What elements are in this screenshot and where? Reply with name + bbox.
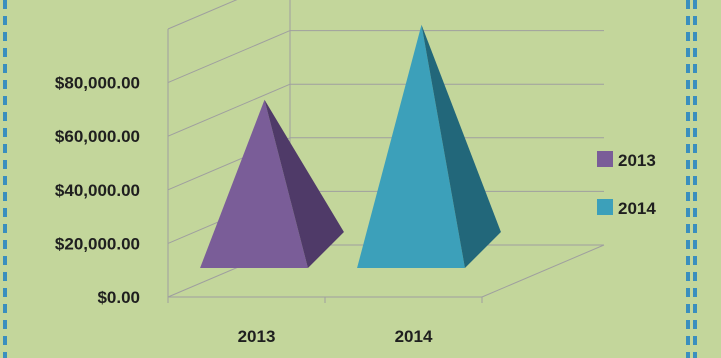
y-tick-label: $40,000.00 [55,181,140,200]
gridline-side [167,83,291,137]
y-tick-label: $0.00 [97,288,140,307]
pyramid-front-2013 [200,99,308,268]
gridline-side [167,0,238,30]
pyramid-front-2014 [357,24,465,269]
x-tick-label: 2014 [395,327,433,346]
y-axis-tick-labels: $0.00 $20,000.00 $40,000.00 $60,000.00 $80,0… [55,74,140,307]
gridline-side [167,30,291,84]
floor-edge [481,244,605,298]
pyramid-side-2014 [421,24,501,269]
data-pyramids [200,24,501,269]
y-tick-label: $60,000.00 [55,127,140,146]
legend: 2013 2014 [597,151,656,218]
legend-label-2014: 2014 [618,199,656,218]
legend-swatch-2013 [597,151,613,167]
y-tick-label: $80,000.00 [55,74,140,93]
x-axis-tick-labels: 2013 2014 [238,327,433,346]
pyramid-side-2013 [264,99,344,268]
legend-swatch-2014 [597,199,613,215]
y-tick-label: $20,000.00 [55,234,140,253]
legend-label-2013: 2013 [618,151,656,170]
x-tick-label: 2013 [238,327,276,346]
